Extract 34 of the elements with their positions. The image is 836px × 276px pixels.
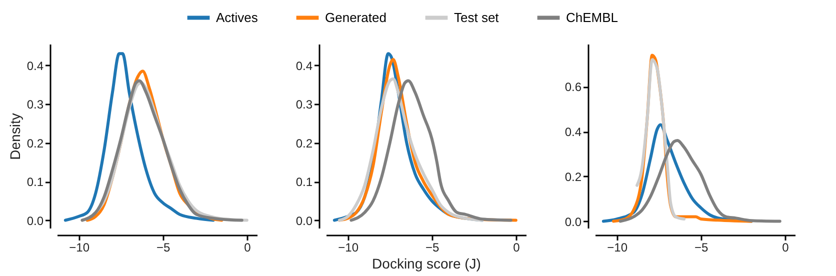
y-tick-label: 0.0	[296, 214, 313, 228]
y-tick-label: 0.2	[296, 136, 313, 150]
legend-label: Generated	[325, 10, 386, 25]
y-tick-label: 0.0	[26, 214, 44, 228]
line-series	[64, 52, 215, 222]
x-tick-label: −10	[69, 240, 90, 254]
y-tick-label: 0.6	[564, 80, 582, 94]
line-series	[338, 77, 484, 222]
y-tick-label: 0.4	[564, 125, 582, 140]
legend-label: Test set	[454, 10, 500, 25]
x-tick-label: 0	[782, 240, 790, 254]
x-tick-label: −10	[607, 240, 628, 254]
x-tick-label: −5	[156, 240, 171, 254]
y-tick-label: 0.2	[564, 170, 582, 184]
y-tick-label: 0.2	[26, 136, 44, 150]
y-tick-label: 0.4	[26, 58, 44, 73]
x-tick-label: 0	[244, 240, 252, 254]
legend-label: Actives	[216, 10, 258, 25]
x-axis-title: Docking score (J)	[372, 256, 481, 272]
y-tick-label: 0.3	[296, 98, 313, 112]
y-tick-label: 0.0	[564, 214, 582, 229]
x-tick-label: −5	[694, 240, 709, 254]
line-series	[636, 58, 686, 221]
y-tick-label: 0.1	[26, 175, 44, 190]
x-tick-label: −5	[426, 240, 440, 254]
y-axis-title: Density	[6, 113, 23, 160]
legend-label: ChEMBL	[566, 10, 618, 25]
x-tick-label: 0	[513, 240, 520, 254]
line-series	[618, 138, 782, 223]
y-tick-label: 0.3	[26, 98, 44, 112]
y-tick-label: 0.4	[296, 58, 313, 73]
y-tick-label: 0.1	[296, 175, 313, 190]
line-series	[350, 79, 512, 222]
x-tick-label: −10	[338, 240, 359, 254]
